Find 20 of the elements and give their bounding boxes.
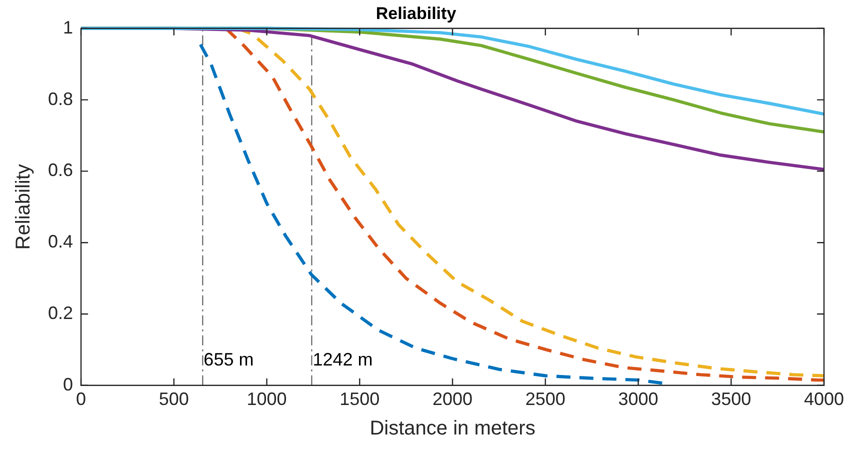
ref-line-label: 655 m [204,349,254,370]
ref-line-label: 1242 m [312,349,373,370]
x-tick-label: 4000 [804,389,844,410]
x-tick-label: 3000 [618,389,658,410]
y-tick-label: 0.6 [48,160,74,180]
x-tick-label: 0 [76,389,86,410]
y-tick-label: 0.2 [48,302,74,323]
y-tick-label: 0.4 [48,232,74,252]
x-tick-label: 3500 [711,389,752,410]
x-axis-title: Distance in meters [370,418,536,440]
x-tick-label: 500 [158,389,189,410]
x-tick-label: 2500 [525,389,566,410]
chart-title: Reliability [376,4,457,23]
x-tick-label: 2000 [432,389,473,410]
y-tick-label: 0.8 [48,88,74,109]
x-tick-label: 1500 [340,389,380,410]
y-tick-label: 1 [63,17,74,38]
x-tick-label: 1000 [246,389,287,410]
y-tick-label: 0 [63,374,74,394]
y-axis-title: Reliability [12,164,35,250]
